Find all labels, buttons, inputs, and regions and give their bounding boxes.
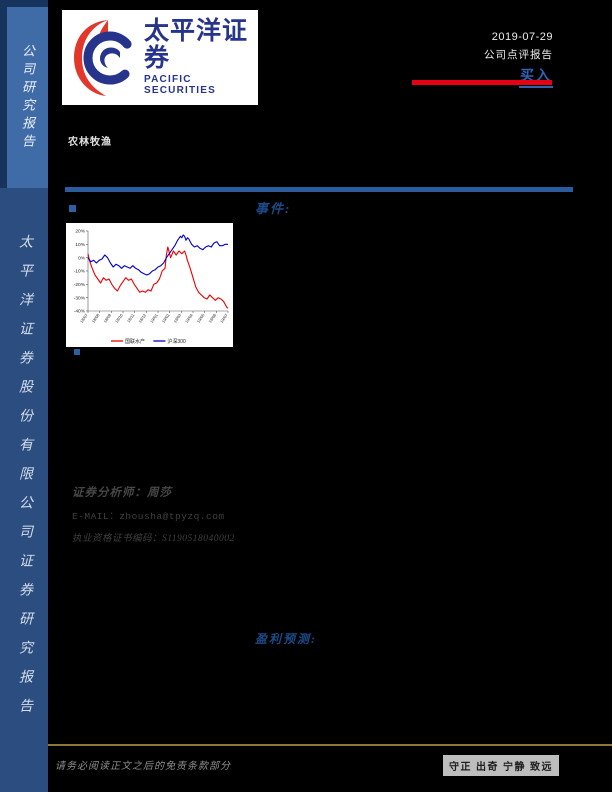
header-divider-line <box>65 187 573 192</box>
svg-text:10%: 10% <box>75 242 85 248</box>
svg-text:沪深300: 沪深300 <box>167 338 186 345</box>
logo-cn-name: 太平洋证券 <box>144 18 249 72</box>
svg-text:18/07: 18/07 <box>79 312 89 324</box>
report-date: 2019-07-29 <box>491 31 553 43</box>
svg-text:-40%: -40% <box>74 309 86 315</box>
svg-text:0%: 0% <box>78 255 86 261</box>
event-section-label: 事件: <box>255 201 292 216</box>
sidebar-company-label: 太平洋证券股份有限公司证券研究报告 <box>17 234 32 727</box>
svg-text:18/12: 18/12 <box>137 312 147 324</box>
analyst-block: 证券分析师：周莎 E-MAIL：zhousha@tpyzq.com 执业资格证书… <box>72 484 235 544</box>
footer-slogan-box: 守正 出奇 宁静 致远 <box>443 755 559 776</box>
footer-gold-line <box>48 744 612 746</box>
logo-text: 太平洋证券 PACIFIC SECURITIES <box>144 19 258 96</box>
red-accent-line <box>412 80 552 85</box>
sidebar-report-category-label: 公司研究报告 <box>20 43 35 152</box>
logo-box: 太平洋证券 PACIFIC SECURITIES <box>62 10 258 105</box>
svg-text:-10%: -10% <box>74 269 86 275</box>
logo-en-name: PACIFIC SECURITIES <box>144 73 217 96</box>
svg-text:19/01: 19/01 <box>149 312 159 324</box>
svg-text:19/02: 19/02 <box>161 312 171 324</box>
sidebar-company-strip: 太平洋证券股份有限公司证券研究报告 <box>0 188 48 792</box>
footer-disclaimer: 请务必阅读正文之后的免责条款部分 <box>55 761 231 772</box>
svg-text:-20%: -20% <box>74 282 86 288</box>
svg-text:19/05: 19/05 <box>196 312 206 324</box>
svg-text:18/09: 18/09 <box>102 312 112 324</box>
svg-text:19/06: 19/06 <box>207 312 217 324</box>
svg-text:国联水产: 国联水产 <box>125 338 145 345</box>
pacific-securities-logo-icon <box>74 19 137 96</box>
svg-text:19/03: 19/03 <box>172 312 182 324</box>
svg-text:18/10: 18/10 <box>114 312 124 324</box>
report-type: 公司点评报告 <box>484 50 553 61</box>
svg-text:20%: 20% <box>75 229 85 235</box>
svg-text:19/07: 19/07 <box>219 312 229 324</box>
analyst-name-line: 证券分析师：周莎 <box>72 487 172 499</box>
sidebar-report-category-box: 公司研究报告 <box>7 7 48 188</box>
performance-chart-svg: 20%10%0%-10%-20%-30%-40%18/07 18/08 18/09 1… <box>74 229 229 345</box>
svg-text:19/04: 19/04 <box>184 312 194 324</box>
relative-performance-chart: 20% 10% 0% -10% -20% -30% -40% 18/07 18/08 18/09 1… <box>66 223 233 347</box>
profit-forecast-label: 盈利预测: <box>255 632 317 646</box>
svg-text:18/11: 18/11 <box>126 312 136 323</box>
analyst-email-line: E-MAIL：zhousha@tpyzq.com <box>72 511 225 522</box>
sector-label: 农林牧渔 <box>68 137 112 148</box>
left-sidebar: 公司研究报告 太平洋证券股份有限公司证券研究报告 <box>0 0 48 792</box>
svg-text:-30%: -30% <box>74 295 86 301</box>
analyst-license-line: 执业资格证书编码：S1190518040002 <box>72 534 235 544</box>
svg-text:18/08: 18/08 <box>91 312 101 324</box>
section-bullet-icon <box>74 349 80 355</box>
section-bullet-icon <box>69 205 76 212</box>
